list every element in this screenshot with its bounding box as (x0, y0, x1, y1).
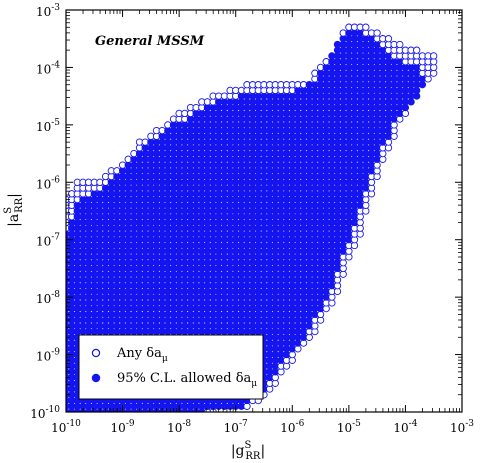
x-tick-label: 10-10 (51, 419, 81, 435)
y-tick-label: 10-9 (36, 348, 60, 364)
x-tick-label: 10-3 (450, 419, 474, 435)
y-tick-label: 10-3 (36, 3, 60, 19)
legend-marker-filled (91, 373, 101, 383)
point-any (396, 40, 404, 49)
x-tick-label: 10-6 (280, 419, 304, 435)
y-axis-title-pre: |a (6, 214, 22, 227)
x-tick-label: 10-8 (167, 419, 191, 435)
y-axis-title-sup: S (3, 207, 14, 214)
point-any (384, 35, 393, 43)
legend-label-any: Any δaμ (116, 346, 168, 364)
x-axis-title-pre: |g (231, 443, 245, 459)
y-tick-label: 10-7 (36, 233, 60, 249)
y-axis-title-sub: RR (14, 197, 25, 213)
x-axis-title-sub: RR (245, 451, 261, 462)
y-axis-title-post: | (6, 193, 22, 198)
y-tick-label: 10-8 (36, 290, 60, 306)
point-any (373, 29, 381, 37)
legend-marker-open (91, 348, 101, 358)
point-any (430, 52, 438, 60)
legend-box (78, 334, 264, 400)
point-any (413, 46, 421, 54)
chart-title: General MSSM (95, 34, 205, 49)
legend-label-any-main: Any δa (116, 346, 162, 361)
legend-label-allowed-sub: μ (251, 379, 257, 389)
legend-label-allowed: 95% C.L. allowed δaμ (117, 371, 257, 389)
y-tick-label: 10-10 (30, 405, 60, 421)
plot-frame (65, 9, 463, 413)
y-tick-label: 10-4 (36, 60, 60, 76)
ticks-layer (65, 9, 463, 413)
x-axis-title: |gS RR| (231, 440, 265, 462)
x-tick-label: 10-9 (111, 419, 135, 435)
x-tick-label: 10-5 (337, 419, 361, 435)
legend-label-allowed-main: 95% C.L. allowed δa (117, 371, 252, 386)
tick-labels-layer: 10-10 10-9 10-8 10-7 10-6 10-5 10-4 10-3 10-10 10… (30, 3, 474, 435)
x-axis-title-post: | (260, 443, 265, 459)
legend-label-any-sub: μ (162, 354, 168, 364)
legend: Any δaμ 95% C.L. allowed δaμ (78, 334, 264, 400)
x-tick-label: 10-7 (224, 419, 248, 435)
y-axis-title: |aSRR| (3, 193, 25, 227)
point-any (362, 23, 370, 31)
x-tick-label: 10-4 (393, 419, 417, 435)
y-tick-label: 10-5 (36, 118, 60, 134)
y-tick-label: 10-6 (36, 175, 60, 191)
x-axis-title-sup: S (245, 440, 252, 451)
